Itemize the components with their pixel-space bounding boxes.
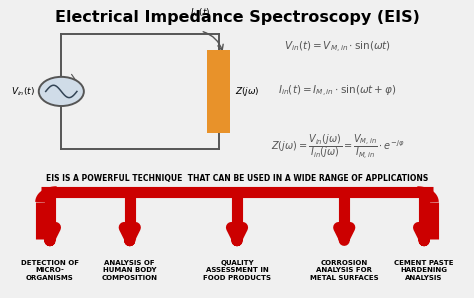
Text: QUALITY
ASSESSMENT IN
FOOD PRODUCTS: QUALITY ASSESSMENT IN FOOD PRODUCTS — [203, 260, 271, 281]
Text: DETECTION OF
MICRO-
ORGANISMS: DETECTION OF MICRO- ORGANISMS — [21, 260, 79, 281]
Text: CORROSION
ANALYSIS FOR
METAL SURFACES: CORROSION ANALYSIS FOR METAL SURFACES — [310, 260, 379, 281]
Text: $V_{in}(t) = V_{M,in} \cdot \sin(\omega t)$: $V_{in}(t) = V_{M,in} \cdot \sin(\omega … — [284, 40, 391, 55]
Text: $I_{in}(t) = I_{M,in} \cdot \sin(\omega t + \varphi)$: $I_{in}(t) = I_{M,in} \cdot \sin(\omega … — [278, 84, 397, 99]
Text: $V_{in}(t)$: $V_{in}(t)$ — [11, 85, 35, 98]
Text: $Z(j\omega) = \dfrac{V_{in}(j\omega)}{I_{in}(j\omega)} = \dfrac{V_{M,in}}{I_{M,i: $Z(j\omega) = \dfrac{V_{in}(j\omega)}{I_… — [271, 133, 404, 162]
FancyBboxPatch shape — [207, 50, 230, 133]
Text: EIS IS A POWERFUL TECHNIQUE  THAT CAN BE USED IN A WIDE RANGE OF APPLICATIONS: EIS IS A POWERFUL TECHNIQUE THAT CAN BE … — [46, 174, 428, 183]
Text: CEMENT PASTE
HARDENING
ANALYSIS: CEMENT PASTE HARDENING ANALYSIS — [394, 260, 454, 281]
Text: ANALYSIS OF
HUMAN BODY
COMPOSITION: ANALYSIS OF HUMAN BODY COMPOSITION — [102, 260, 158, 281]
Circle shape — [39, 77, 84, 106]
Text: $I_{in}(t)$: $I_{in}(t)$ — [190, 7, 211, 19]
Text: Electrical Impedance Spectroscopy (EIS): Electrical Impedance Spectroscopy (EIS) — [55, 10, 419, 25]
Text: $Z(j\omega)$: $Z(j\omega)$ — [235, 85, 259, 98]
